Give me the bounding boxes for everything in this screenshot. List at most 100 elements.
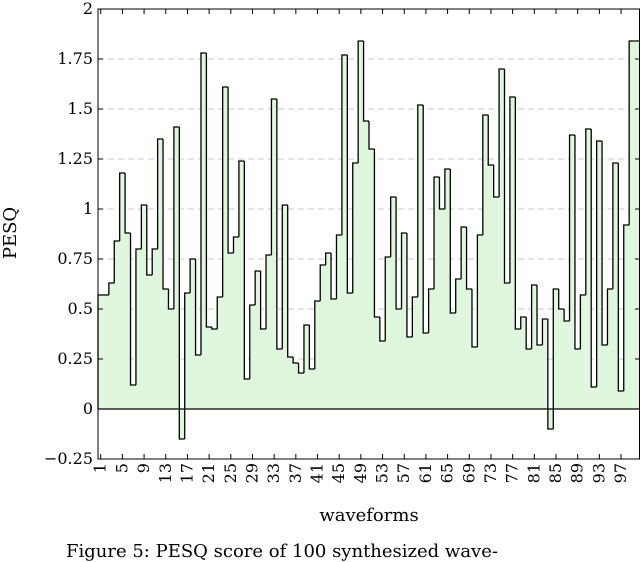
step-waveform-49 xyxy=(357,40,364,163)
step-waveform-82 xyxy=(536,285,543,346)
step-waveform-33 xyxy=(270,98,277,255)
y-tick-label: 0 xyxy=(83,399,93,418)
x-tick-label: 73 xyxy=(481,463,500,483)
step-waveform-83 xyxy=(541,318,548,345)
x-tick-label: 97 xyxy=(611,463,630,483)
step-waveform-70 xyxy=(471,289,478,348)
step-waveform-69 xyxy=(465,227,472,290)
step-waveform-36 xyxy=(287,205,294,358)
step-waveform-60 xyxy=(417,104,424,297)
step-waveform-87 xyxy=(563,309,570,322)
step-waveform-38 xyxy=(297,363,304,374)
step-waveform-12 xyxy=(156,138,164,249)
step-waveform-57 xyxy=(400,232,407,309)
step-waveform-73 xyxy=(487,115,494,166)
step-waveform-35 xyxy=(281,204,288,349)
step-waveform-29 xyxy=(249,304,256,379)
x-tick-label: 49 xyxy=(351,463,370,483)
step-waveform-95 xyxy=(606,288,613,345)
x-tick-label: 9 xyxy=(134,463,153,473)
step-waveform-86 xyxy=(558,289,565,310)
step-waveform-21 xyxy=(205,53,212,328)
x-tick-label: 81 xyxy=(524,463,543,483)
step-waveform-77 xyxy=(509,96,516,283)
step-waveform-48 xyxy=(352,162,359,293)
step-waveform-22 xyxy=(211,327,218,330)
x-tick-label: 89 xyxy=(568,463,587,483)
x-tick-label: 21 xyxy=(199,463,218,483)
step-waveform-13 xyxy=(162,139,169,290)
y-tick-label: 1.25 xyxy=(57,149,93,168)
step-waveform-5 xyxy=(119,172,126,241)
step-waveform-18 xyxy=(189,258,196,293)
step-waveform-54 xyxy=(384,256,391,341)
step-waveform-80 xyxy=(525,317,532,350)
step-waveform-27 xyxy=(238,160,245,237)
step-waveform-45 xyxy=(335,234,342,299)
step-waveform-58 xyxy=(406,233,413,338)
y-tick-label: 2 xyxy=(83,0,93,18)
step-waveform-8 xyxy=(135,248,142,385)
step-waveform-3 xyxy=(108,282,115,295)
step-waveform-14 xyxy=(167,289,174,310)
step-waveform-6 xyxy=(124,173,131,234)
x-tick-label: 69 xyxy=(459,463,478,483)
step-waveform-32 xyxy=(265,254,272,329)
y-tick-label: 1.75 xyxy=(57,49,93,68)
step-waveform-34 xyxy=(276,99,283,350)
step-waveform-43 xyxy=(324,252,332,265)
step-waveform-39 xyxy=(303,324,310,373)
x-tick-label: 57 xyxy=(394,463,413,483)
y-tick-label: 1 xyxy=(83,199,93,218)
step-waveform-62 xyxy=(427,288,435,333)
x-tick-label: 53 xyxy=(373,463,392,483)
step-waveform-26 xyxy=(232,236,239,253)
x-tick-label: 93 xyxy=(589,463,608,483)
x-tick-label: 45 xyxy=(329,463,348,483)
step-waveform-89 xyxy=(574,135,581,350)
step-waveform-98 xyxy=(623,224,630,391)
step-waveform-10 xyxy=(146,205,153,276)
step-waveform-50 xyxy=(362,41,369,122)
x-tick-label: 1 xyxy=(91,463,110,473)
step-waveform-9 xyxy=(140,204,147,249)
y-tick-label: −0.25 xyxy=(44,449,93,468)
step-waveform-67 xyxy=(455,278,462,313)
step-waveform-97 xyxy=(617,163,624,392)
step-waveform-41 xyxy=(314,300,321,369)
step-waveform-15 xyxy=(173,126,180,309)
x-tick-label: 17 xyxy=(177,463,196,483)
step-waveform-4 xyxy=(113,240,120,283)
y-axis-ticks: −0.25 0 0.25 0.5 0.75 1 1.25 1.5 1.75 2 xyxy=(44,0,640,468)
figure-caption: Figure 5: PESQ score of 100 synthesized … xyxy=(66,541,498,562)
step-waveform-93 xyxy=(595,140,603,387)
step-waveform-88 xyxy=(568,134,575,321)
step-waveform-47 xyxy=(346,55,353,294)
step-waveform-99 xyxy=(628,40,635,225)
step-waveform-59 xyxy=(411,296,418,337)
step-waveform-72 xyxy=(482,114,489,235)
step-waveform-24 xyxy=(222,86,229,297)
x-tick-label: 77 xyxy=(503,463,522,483)
step-waveform-30 xyxy=(254,270,261,305)
x-tick-label: 29 xyxy=(242,463,261,483)
step-waveform-44 xyxy=(330,253,337,300)
step-waveform-75 xyxy=(498,68,505,197)
data-steps xyxy=(97,40,640,440)
x-axis-ticks: 1 5 9 13 17 21 25 29 33 37 41 45 49 53 57 61 65 69 73 77 81 8… xyxy=(91,9,630,483)
step-waveform-90 xyxy=(579,294,586,349)
y-tick-label: 0.75 xyxy=(57,249,93,268)
x-tick-label: 85 xyxy=(546,463,565,483)
y-tick-label: 0.25 xyxy=(57,349,93,368)
step-waveform-91 xyxy=(585,128,592,295)
step-waveform-63 xyxy=(433,176,440,289)
step-waveform-79 xyxy=(520,316,527,329)
step-waveform-40 xyxy=(308,325,315,370)
y-tick-label: 1.5 xyxy=(68,99,93,118)
step-waveform-84 xyxy=(547,319,554,430)
x-tick-label: 65 xyxy=(438,463,457,483)
step-waveform-94 xyxy=(601,141,608,346)
step-waveform-37 xyxy=(292,357,299,364)
y-tick-label: 0.5 xyxy=(68,299,93,318)
